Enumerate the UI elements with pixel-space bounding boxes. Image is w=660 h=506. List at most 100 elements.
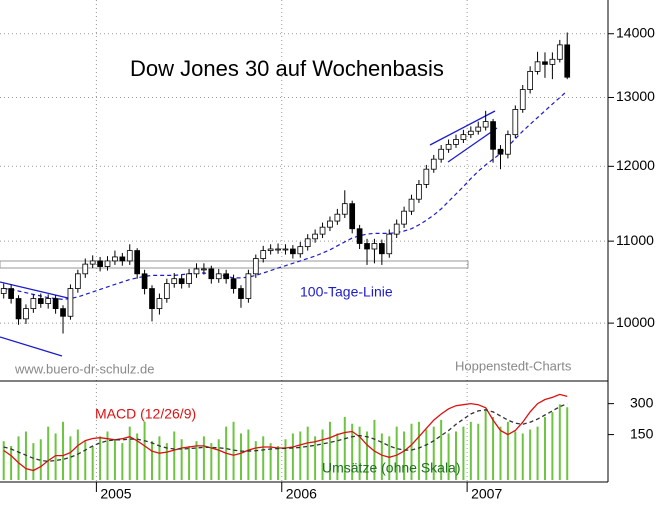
- volume-bar: [136, 433, 139, 480]
- candle-body: [475, 126, 482, 132]
- candle-body: [460, 134, 467, 140]
- volume-bar: [499, 426, 502, 480]
- candle-body: [178, 278, 185, 285]
- volume-bar: [284, 439, 287, 480]
- volume-bar: [299, 431, 302, 480]
- candle-body: [423, 168, 430, 185]
- candle-body: [238, 288, 244, 299]
- candle-body: [252, 258, 259, 275]
- volume-bar: [2, 441, 5, 480]
- candle-body: [393, 223, 400, 235]
- y-tick-label: 14000: [616, 24, 655, 40]
- volume-bar: [321, 429, 324, 480]
- candle-body: [319, 226, 326, 235]
- volume-bar: [113, 439, 116, 480]
- candle-body: [386, 233, 393, 255]
- indicator-line: [3, 403, 568, 463]
- candle-body: [379, 243, 385, 255]
- trend-channel: [429, 110, 496, 146]
- candle-body: [30, 298, 37, 310]
- candle-body: [119, 256, 126, 262]
- candle-body: [564, 44, 571, 78]
- candle-body: [453, 139, 459, 145]
- candle-body: [304, 238, 311, 248]
- volume-bar: [410, 423, 413, 480]
- candle-body: [438, 148, 445, 160]
- candle-body: [327, 220, 333, 228]
- candle-body: [297, 246, 304, 255]
- volume-bar: [291, 433, 294, 480]
- volume-bar: [343, 416, 346, 480]
- y-tick-label: 12000: [616, 157, 655, 173]
- volume-bar: [277, 446, 280, 480]
- volume-label: Umsätze (ohne Skala): [322, 460, 461, 476]
- volume-bar: [10, 446, 13, 480]
- y-tick-label: 11000: [616, 232, 654, 248]
- candle-body: [549, 58, 556, 65]
- x-tick-label: 2006: [286, 486, 317, 502]
- candle-body: [482, 121, 489, 128]
- candle-body: [37, 298, 44, 304]
- candle-body: [163, 283, 170, 299]
- volume-bar: [84, 441, 87, 480]
- volume-bar: [395, 426, 398, 480]
- source: Hoppenstedt-Charts: [455, 358, 572, 373]
- volume-bar: [173, 431, 176, 480]
- candle-body: [112, 256, 118, 262]
- candle-body: [201, 268, 207, 271]
- volume-bar: [432, 426, 435, 480]
- candle-body: [82, 263, 89, 275]
- volume-bar: [336, 433, 339, 480]
- candle-body: [275, 248, 281, 251]
- candle-body: [267, 248, 274, 251]
- candle-body: [223, 273, 229, 280]
- volume-bar: [254, 441, 257, 480]
- candle-body: [534, 61, 541, 72]
- candle-body: [490, 121, 496, 150]
- volume-bar: [91, 446, 94, 480]
- candle-body: [104, 260, 111, 267]
- candle-body: [141, 273, 148, 289]
- candle-body: [519, 89, 526, 110]
- volume-bar: [447, 433, 450, 480]
- volume-bar: [440, 419, 443, 480]
- volume-bar: [388, 436, 391, 480]
- candle-body: [542, 61, 548, 65]
- volume-bar: [195, 441, 198, 480]
- candle-body: [97, 260, 103, 267]
- volume-bar: [536, 426, 539, 480]
- candle-body: [134, 250, 141, 275]
- volume-bar: [351, 423, 354, 480]
- chart-title: Dow Jones 30 auf Wochenbasis: [130, 56, 444, 81]
- candle-body: [89, 260, 96, 265]
- volume-bar: [188, 446, 191, 480]
- volume-bar: [425, 429, 428, 480]
- volume-bar: [380, 433, 383, 480]
- volume-bar: [514, 431, 517, 480]
- candle-body: [512, 109, 519, 136]
- volume-bar: [492, 416, 495, 480]
- candle-body: [312, 233, 318, 240]
- candle-body: [215, 273, 222, 280]
- volume-bar: [121, 443, 124, 480]
- watermark: www.buero-dr-schulz.de: [14, 361, 154, 376]
- candle-body: [341, 203, 348, 215]
- plot: [0, 32, 571, 480]
- volume-bar: [232, 421, 235, 480]
- support-band: [0, 260, 469, 269]
- candle-body: [0, 288, 7, 294]
- volume-bar: [366, 431, 369, 480]
- y-tick-label: 13000: [616, 88, 655, 104]
- overlay-label: 100-Tage-Linie: [300, 284, 393, 300]
- candle-body: [60, 308, 66, 317]
- volume-bar: [543, 416, 546, 480]
- x-tick-label: 2007: [471, 486, 502, 502]
- y-tick-label: 150: [630, 425, 654, 441]
- volume-bar: [69, 436, 72, 480]
- volume-bar: [165, 443, 168, 480]
- candle-body: [208, 268, 215, 280]
- candle-body: [401, 210, 407, 225]
- candle-body: [52, 298, 59, 310]
- candle-body: [282, 248, 289, 251]
